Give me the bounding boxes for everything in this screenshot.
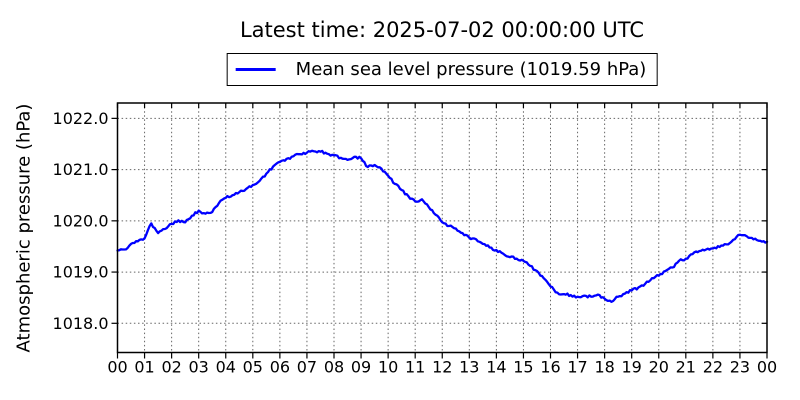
y-tick-label: 1021.0 [53,160,109,179]
x-tick-label: 15 [513,358,533,377]
legend-line-swatch [235,67,276,72]
x-tick-label: 09 [351,358,371,377]
y-tick-label: 1018.0 [53,314,109,333]
x-tick-label: 11 [405,358,425,377]
x-tick-label: 01 [134,358,154,377]
x-tick-label: 17 [567,358,587,377]
x-tick-label: 00 [107,358,127,377]
x-tick-label: 21 [676,358,696,377]
y-tick-label: 1022.0 [53,109,109,128]
x-tick-label: 03 [189,358,209,377]
x-tick-label: 10 [378,358,398,377]
legend-label: Mean sea level pressure (1019.59 hPa) [295,59,647,80]
legend: Mean sea level pressure (1019.59 hPa) [226,53,658,86]
x-tick-label: 06 [270,358,290,377]
x-tick-label: 05 [243,358,263,377]
axes-frame [116,102,768,354]
y-tick-label: 1020.0 [53,211,109,230]
x-tick-label: 07 [297,358,317,377]
x-tick-label: 00 [757,358,777,377]
x-tick-label: 02 [161,358,181,377]
x-tick-label: 13 [459,358,479,377]
x-tick-label: 14 [486,358,506,377]
chart-title: Latest time: 2025-07-02 00:00:00 UTC [239,18,645,42]
x-tick-label: 16 [540,358,560,377]
pressure-line [116,149,769,303]
x-tick-label: 18 [594,358,614,377]
x-tick-label: 12 [432,358,452,377]
y-tick-label: 1019.0 [53,263,109,282]
x-tick-label: 20 [649,358,669,377]
x-tick-label: 08 [324,358,344,377]
x-tick-label: 23 [730,358,750,377]
x-tick-label: 22 [703,358,723,377]
x-tick-label: 04 [216,358,236,377]
x-tick-label: 19 [622,358,642,377]
